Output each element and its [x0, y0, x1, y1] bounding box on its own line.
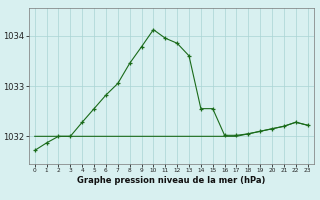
X-axis label: Graphe pression niveau de la mer (hPa): Graphe pression niveau de la mer (hPa): [77, 176, 265, 185]
